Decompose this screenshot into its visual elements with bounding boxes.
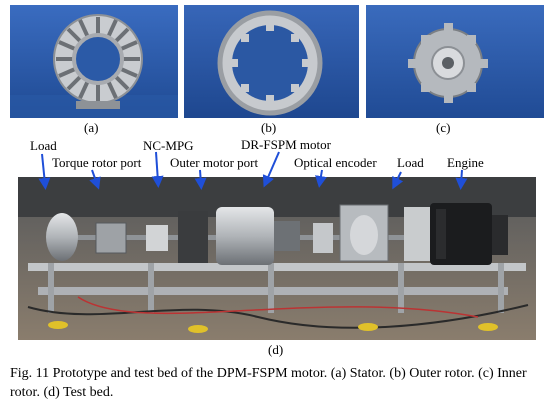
photo-outer-rotor <box>184 5 359 118</box>
subfigure-label-d: (d) <box>268 342 284 357</box>
label-dr-fspm-motor: DR-FSPM motor <box>241 137 331 152</box>
label-nc-mpg: NC-MPG <box>143 138 194 153</box>
label-load-left: Load <box>30 138 57 153</box>
label-torque-rotor-port: Torque rotor port <box>52 155 142 170</box>
label-engine: Engine <box>447 155 484 170</box>
label-outer-motor-port: Outer motor port <box>170 155 259 170</box>
photo-inner-rotor <box>366 5 544 118</box>
label-load-right: Load <box>397 155 424 170</box>
label-optical-encoder: Optical encoder <box>294 155 377 170</box>
figure-caption: Fig. 11 Prototype and test bed of the DP… <box>10 366 527 400</box>
subfigure-label-a: (a) <box>84 120 99 135</box>
photo-test-bed <box>18 177 536 340</box>
subfigure-label-b: (b) <box>261 120 277 135</box>
subfigure-label-c: (c) <box>436 120 451 135</box>
photo-stator <box>10 5 178 118</box>
